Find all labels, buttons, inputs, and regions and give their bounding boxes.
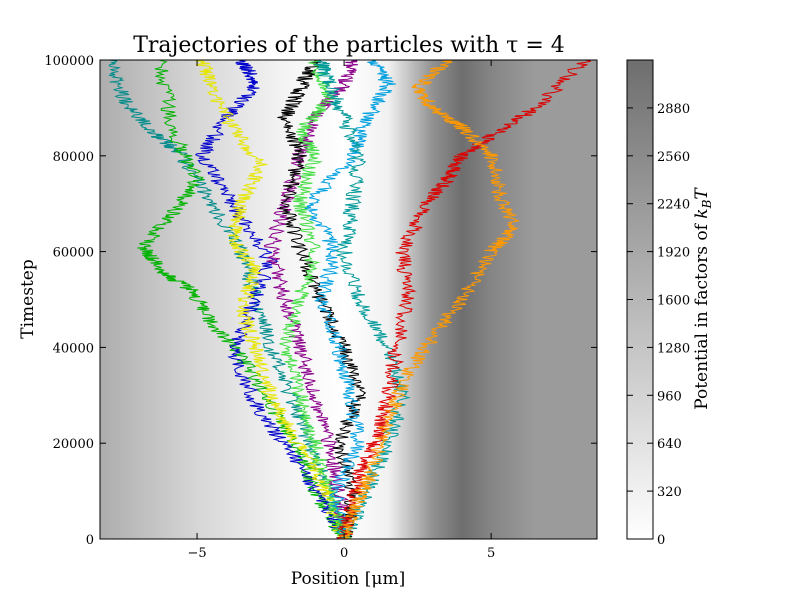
colorbar-tick-label: 0 <box>657 533 665 548</box>
trajectory-line-3 <box>195 60 351 539</box>
colorbar-tick-label: 1920 <box>657 246 690 261</box>
colorbar-frame <box>626 59 654 540</box>
colorbar-label-t: T <box>692 187 712 200</box>
x-tick-label: 0 <box>340 546 348 561</box>
trajectory-series <box>108 60 592 539</box>
colorbar-tick-label: 960 <box>657 389 682 404</box>
colorbar-label-main: Potential in factors of <box>692 219 712 410</box>
trajectory-line-7 <box>279 60 352 539</box>
colorbar-tick-label: 1280 <box>657 341 690 356</box>
trajectory-line-8 <box>304 60 396 539</box>
potential-background <box>100 60 597 539</box>
y-axis-ticks: 0 20000 40000 60000 80000 100000 <box>44 54 597 548</box>
y-axis-label: Timestep <box>18 259 38 339</box>
x-tick-label: −5 <box>187 546 206 561</box>
colorbar-tick-label: 320 <box>657 485 682 500</box>
y-tick-label: 80000 <box>53 150 94 165</box>
y-tick-label: 60000 <box>53 246 94 261</box>
colorbar-label-sub: B <box>700 199 714 209</box>
colorbar-tick-label: 1600 <box>657 294 690 309</box>
x-axis-label: Position [μm] <box>291 569 405 589</box>
colorbar-label-k: k <box>692 208 712 218</box>
trajectory-line-1 <box>108 60 352 539</box>
y-tick-label: 100000 <box>44 54 94 69</box>
colorbar-ticks: 0 320 640 960 1280 1600 1920 2240 2560 2880 <box>627 102 690 548</box>
y-tick-label: 20000 <box>53 437 94 452</box>
plot-frame <box>99 59 598 540</box>
trajectory-line-9 <box>314 60 411 539</box>
colorbar-tick-label: 2560 <box>657 150 690 165</box>
colorbar-tick-label: 2880 <box>657 102 690 117</box>
y-tick-label: 0 <box>86 533 94 548</box>
colorbar-tick-label: 2240 <box>657 198 690 213</box>
y-tick-label: 40000 <box>53 341 94 356</box>
colorbar-tick-label: 640 <box>657 437 682 452</box>
chart-title: Trajectories of the particles with τ = 4 <box>133 33 565 58</box>
trajectory-line-4 <box>195 60 352 539</box>
x-tick-label: 5 <box>487 546 495 561</box>
trajectory-line-10 <box>336 60 592 539</box>
trajectory-line-11 <box>338 60 520 539</box>
trajectory-line-6 <box>277 60 367 539</box>
x-axis-ticks: −5 0 5 <box>187 60 495 561</box>
colorbar-label: Potential in factors of kBT <box>692 187 714 410</box>
